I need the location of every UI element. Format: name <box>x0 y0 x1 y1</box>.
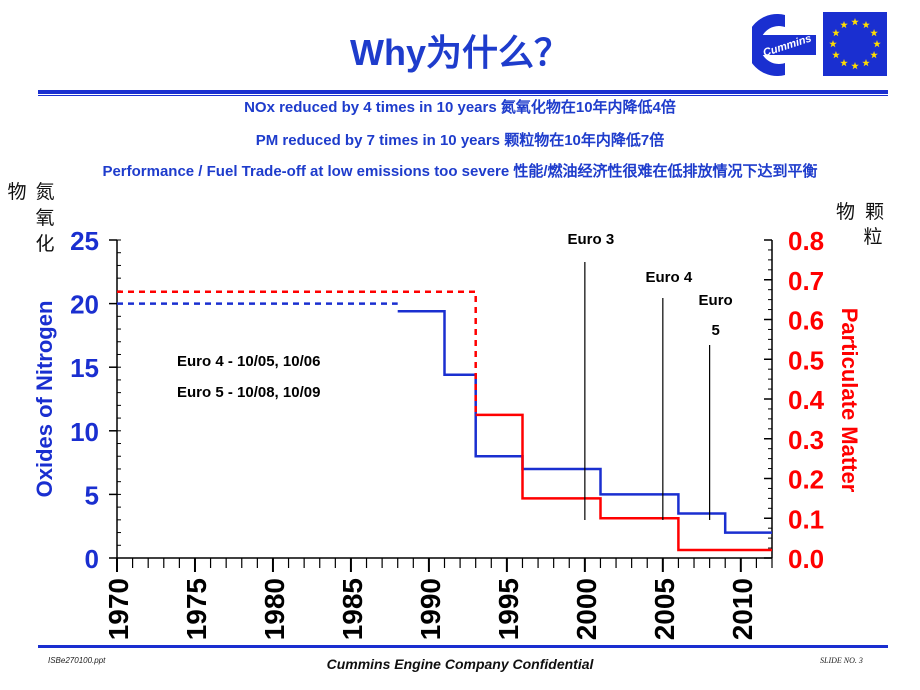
y-left-tick-label: 0 <box>85 544 99 574</box>
eu-star-icon <box>832 51 840 59</box>
y-right-tick-label: 0.7 <box>788 266 824 296</box>
footer-confidential: Cummins Engine Company Confidential <box>326 656 594 672</box>
x-tick-label: 1990 <box>415 578 446 640</box>
chart-annotation: Euro 5 - 10/08, 10/09 <box>177 384 320 401</box>
euro-marker-label: 5 <box>711 322 719 339</box>
x-tick-label: 1970 <box>103 578 134 640</box>
eu-star-icon <box>862 20 870 29</box>
euro-marker-label: Euro 3 <box>568 231 615 248</box>
left-cn-label-col2-2: 氧 <box>35 207 55 229</box>
y-left-axis-label: Oxides of Nitrogen <box>32 301 57 498</box>
y-left-tick-label: 10 <box>70 417 99 447</box>
bottom-divider <box>38 645 888 648</box>
eu-star-icon <box>870 51 878 59</box>
headline-tradeoff: Performance / Fuel Trade-off at low emis… <box>102 163 818 180</box>
left-cn-label-col2-3: 化 <box>35 233 55 255</box>
left-cn-label-col2-1: 氮 <box>35 181 55 203</box>
x-tick-label: 2010 <box>727 578 758 640</box>
headline-nox: NOx reduced by 4 times in 10 years 氮氧化物在… <box>244 99 676 116</box>
x-tick-label: 1985 <box>337 578 368 640</box>
eu-star-icon <box>862 59 870 67</box>
y-right-tick-label: 0.4 <box>788 385 825 415</box>
x-tick-label: 1975 <box>181 578 212 640</box>
right-cn-label-below: 粒 <box>863 226 883 248</box>
x-tick-label: 1980 <box>259 578 290 640</box>
pm-series-dashed <box>117 290 477 415</box>
chart-annotation: Euro 4 - 10/05, 10/06 <box>177 353 320 370</box>
top-divider <box>38 90 888 94</box>
euro-marker-label: Euro <box>699 292 733 309</box>
footer-slide-number: SLIDE NO. 3 <box>820 656 863 665</box>
eu-star-icon <box>832 29 840 37</box>
euro-marker-label: Euro 4 <box>645 269 692 286</box>
y-left-tick-label: 15 <box>70 353 99 383</box>
x-tick-label: 2000 <box>571 578 602 640</box>
eu-star-icon <box>873 40 881 48</box>
eu-stars <box>829 18 881 70</box>
y-right-tick-label: 0.3 <box>788 425 824 455</box>
nox-series-solid <box>397 309 772 534</box>
left-cn-label-col1: 物 <box>7 181 27 203</box>
y-left-tick-label: 20 <box>70 290 99 320</box>
eu-star-icon <box>851 62 859 70</box>
cummins-logo: Cummins <box>752 14 816 76</box>
y-right-tick-label: 0.6 <box>788 306 824 336</box>
slide-title: Why为什么？ <box>350 32 570 73</box>
eu-star-icon <box>829 40 837 48</box>
y-right-tick-label: 0.5 <box>788 345 824 375</box>
cummins-logo-shape <box>752 14 785 76</box>
y-left-tick-label: 25 <box>70 226 99 256</box>
y-right-tick-label: 0.2 <box>788 465 824 495</box>
y-left-tick-label: 5 <box>85 480 99 510</box>
right-cn-label-row: 物 颗 <box>836 201 887 223</box>
eu-star-icon <box>851 18 859 26</box>
x-tick-label: 2005 <box>649 578 680 640</box>
y-right-tick-label: 0.8 <box>788 226 824 256</box>
pm-series-solid <box>475 413 772 552</box>
eu-flag <box>823 12 887 76</box>
eu-star-icon <box>840 20 848 29</box>
y-right-tick-label: 0.1 <box>788 504 824 534</box>
top-divider-thin <box>38 95 888 96</box>
x-tick-label: 1995 <box>493 578 524 640</box>
y-right-tick-label: 0.0 <box>788 544 824 574</box>
headline-pm: PM reduced by 7 times in 10 years 颗粒物在10… <box>255 132 665 149</box>
eu-star-icon <box>840 59 848 67</box>
y-right-axis-label: Particulate Matter <box>837 308 862 493</box>
footer-filename: ISBe270100.ppt <box>48 656 106 665</box>
eu-star-icon <box>870 29 878 37</box>
